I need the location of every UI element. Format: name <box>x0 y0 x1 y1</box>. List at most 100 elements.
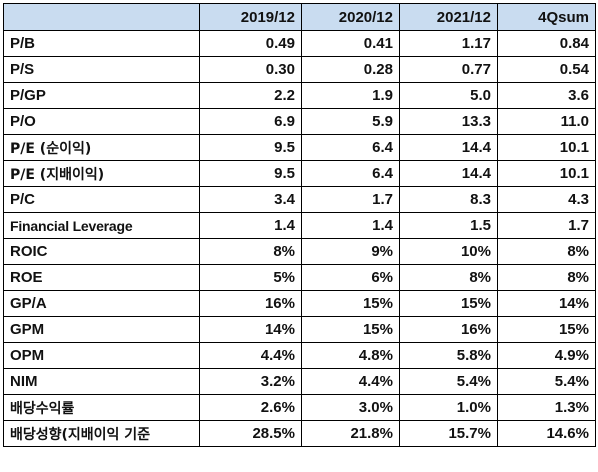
cell-2020: 9% <box>301 238 400 265</box>
row-label: GPM <box>3 316 200 343</box>
cell-2021: 1.0% <box>399 394 498 421</box>
row-label: P/GP <box>3 82 200 109</box>
cell-2020: 6.4 <box>301 134 400 161</box>
table-row: P/S 0.30 0.28 0.77 0.54 <box>3 56 596 83</box>
cell-2019: 4.4% <box>199 342 302 369</box>
cell-2020: 4.8% <box>301 342 400 369</box>
cell-4qsum: 11.0 <box>497 108 596 135</box>
cell-2020: 4.4% <box>301 368 400 395</box>
financial-ratios-table: 2019/12 2020/12 2021/12 4Qsum P/B 0.49 0… <box>3 3 596 447</box>
row-label: P/E (순이익) <box>3 134 200 161</box>
cell-2021: 15.7% <box>399 420 498 447</box>
row-label: P/E (지배이익) <box>3 160 200 187</box>
cell-2020: 6% <box>301 264 400 291</box>
cell-2019: 14% <box>199 316 302 343</box>
row-label: 배당성향(지배이익 기준 <box>3 420 200 447</box>
cell-2021: 5.0 <box>399 82 498 109</box>
table-row: ROIC 8% 9% 10% 8% <box>3 238 596 265</box>
cell-2020: 0.28 <box>301 56 400 83</box>
row-label: ROIC <box>3 238 200 265</box>
cell-2019: 8% <box>199 238 302 265</box>
table-body: P/B 0.49 0.41 1.17 0.84 P/S 0.30 0.28 0.… <box>3 30 596 447</box>
cell-2020: 1.7 <box>301 186 400 213</box>
cell-2019: 9.5 <box>199 134 302 161</box>
cell-2020: 1.9 <box>301 82 400 109</box>
table-row: P/E (순이익) 9.5 6.4 14.4 10.1 <box>3 134 596 161</box>
cell-2020: 6.4 <box>301 160 400 187</box>
table-row: GP/A 16% 15% 15% 14% <box>3 290 596 317</box>
table-row: P/C 3.4 1.7 8.3 4.3 <box>3 186 596 213</box>
row-label: 배당수익률 <box>3 394 200 421</box>
cell-4qsum: 5.4% <box>497 368 596 395</box>
cell-4qsum: 1.7 <box>497 212 596 239</box>
cell-2020: 15% <box>301 316 400 343</box>
cell-2019: 5% <box>199 264 302 291</box>
table-row: 배당성향(지배이익 기준 28.5% 21.8% 15.7% 14.6% <box>3 420 596 447</box>
row-label: Financial Leverage <box>3 212 200 239</box>
cell-4qsum: 1.3% <box>497 394 596 421</box>
cell-2021: 13.3 <box>399 108 498 135</box>
row-label: GP/A <box>3 290 200 317</box>
cell-2021: 0.77 <box>399 56 498 83</box>
table-row: 배당수익률 2.6% 3.0% 1.0% 1.3% <box>3 394 596 421</box>
cell-2021: 8.3 <box>399 186 498 213</box>
cell-2019: 28.5% <box>199 420 302 447</box>
table-row: P/GP 2.2 1.9 5.0 3.6 <box>3 82 596 109</box>
cell-2019: 2.6% <box>199 394 302 421</box>
cell-2021: 5.8% <box>399 342 498 369</box>
cell-2020: 21.8% <box>301 420 400 447</box>
cell-2019: 2.2 <box>199 82 302 109</box>
cell-4qsum: 10.1 <box>497 134 596 161</box>
row-label: NIM <box>3 368 200 395</box>
cell-2019: 0.49 <box>199 30 302 57</box>
cell-4qsum: 4.9% <box>497 342 596 369</box>
cell-4qsum: 15% <box>497 316 596 343</box>
cell-4qsum: 8% <box>497 238 596 265</box>
header-cell-2020: 2020/12 <box>301 3 400 31</box>
cell-4qsum: 4.3 <box>497 186 596 213</box>
cell-2020: 15% <box>301 290 400 317</box>
cell-2021: 1.5 <box>399 212 498 239</box>
cell-2021: 14.4 <box>399 160 498 187</box>
header-cell-4qsum: 4Qsum <box>497 3 596 31</box>
row-label: ROE <box>3 264 200 291</box>
cell-2019: 1.4 <box>199 212 302 239</box>
cell-2019: 16% <box>199 290 302 317</box>
cell-2021: 10% <box>399 238 498 265</box>
row-label: OPM <box>3 342 200 369</box>
cell-2021: 14.4 <box>399 134 498 161</box>
cell-4qsum: 0.84 <box>497 30 596 57</box>
table-header: 2019/12 2020/12 2021/12 4Qsum <box>3 3 596 31</box>
cell-2019: 3.4 <box>199 186 302 213</box>
row-label: P/B <box>3 30 200 57</box>
table-row: P/O 6.9 5.9 13.3 11.0 <box>3 108 596 135</box>
table-row: NIM 3.2% 4.4% 5.4% 5.4% <box>3 368 596 395</box>
cell-4qsum: 14.6% <box>497 420 596 447</box>
row-label: P/C <box>3 186 200 213</box>
cell-2020: 0.41 <box>301 30 400 57</box>
table-row: Financial Leverage 1.4 1.4 1.5 1.7 <box>3 212 596 239</box>
header-cell-2019: 2019/12 <box>199 3 302 31</box>
cell-4qsum: 14% <box>497 290 596 317</box>
row-label: P/S <box>3 56 200 83</box>
table-row: ROE 5% 6% 8% 8% <box>3 264 596 291</box>
cell-4qsum: 3.6 <box>497 82 596 109</box>
cell-2021: 8% <box>399 264 498 291</box>
cell-2021: 16% <box>399 316 498 343</box>
header-cell-2021: 2021/12 <box>399 3 498 31</box>
cell-2021: 15% <box>399 290 498 317</box>
cell-4qsum: 0.54 <box>497 56 596 83</box>
header-row: 2019/12 2020/12 2021/12 4Qsum <box>3 3 596 31</box>
cell-2021: 1.17 <box>399 30 498 57</box>
cell-2019: 6.9 <box>199 108 302 135</box>
cell-2019: 9.5 <box>199 160 302 187</box>
table-row: P/E (지배이익) 9.5 6.4 14.4 10.1 <box>3 160 596 187</box>
cell-2019: 3.2% <box>199 368 302 395</box>
cell-2020: 1.4 <box>301 212 400 239</box>
cell-2020: 3.0% <box>301 394 400 421</box>
table-row: GPM 14% 15% 16% 15% <box>3 316 596 343</box>
cell-4qsum: 10.1 <box>497 160 596 187</box>
table-row: P/B 0.49 0.41 1.17 0.84 <box>3 30 596 57</box>
header-corner-cell <box>3 3 200 31</box>
row-label: P/O <box>3 108 200 135</box>
